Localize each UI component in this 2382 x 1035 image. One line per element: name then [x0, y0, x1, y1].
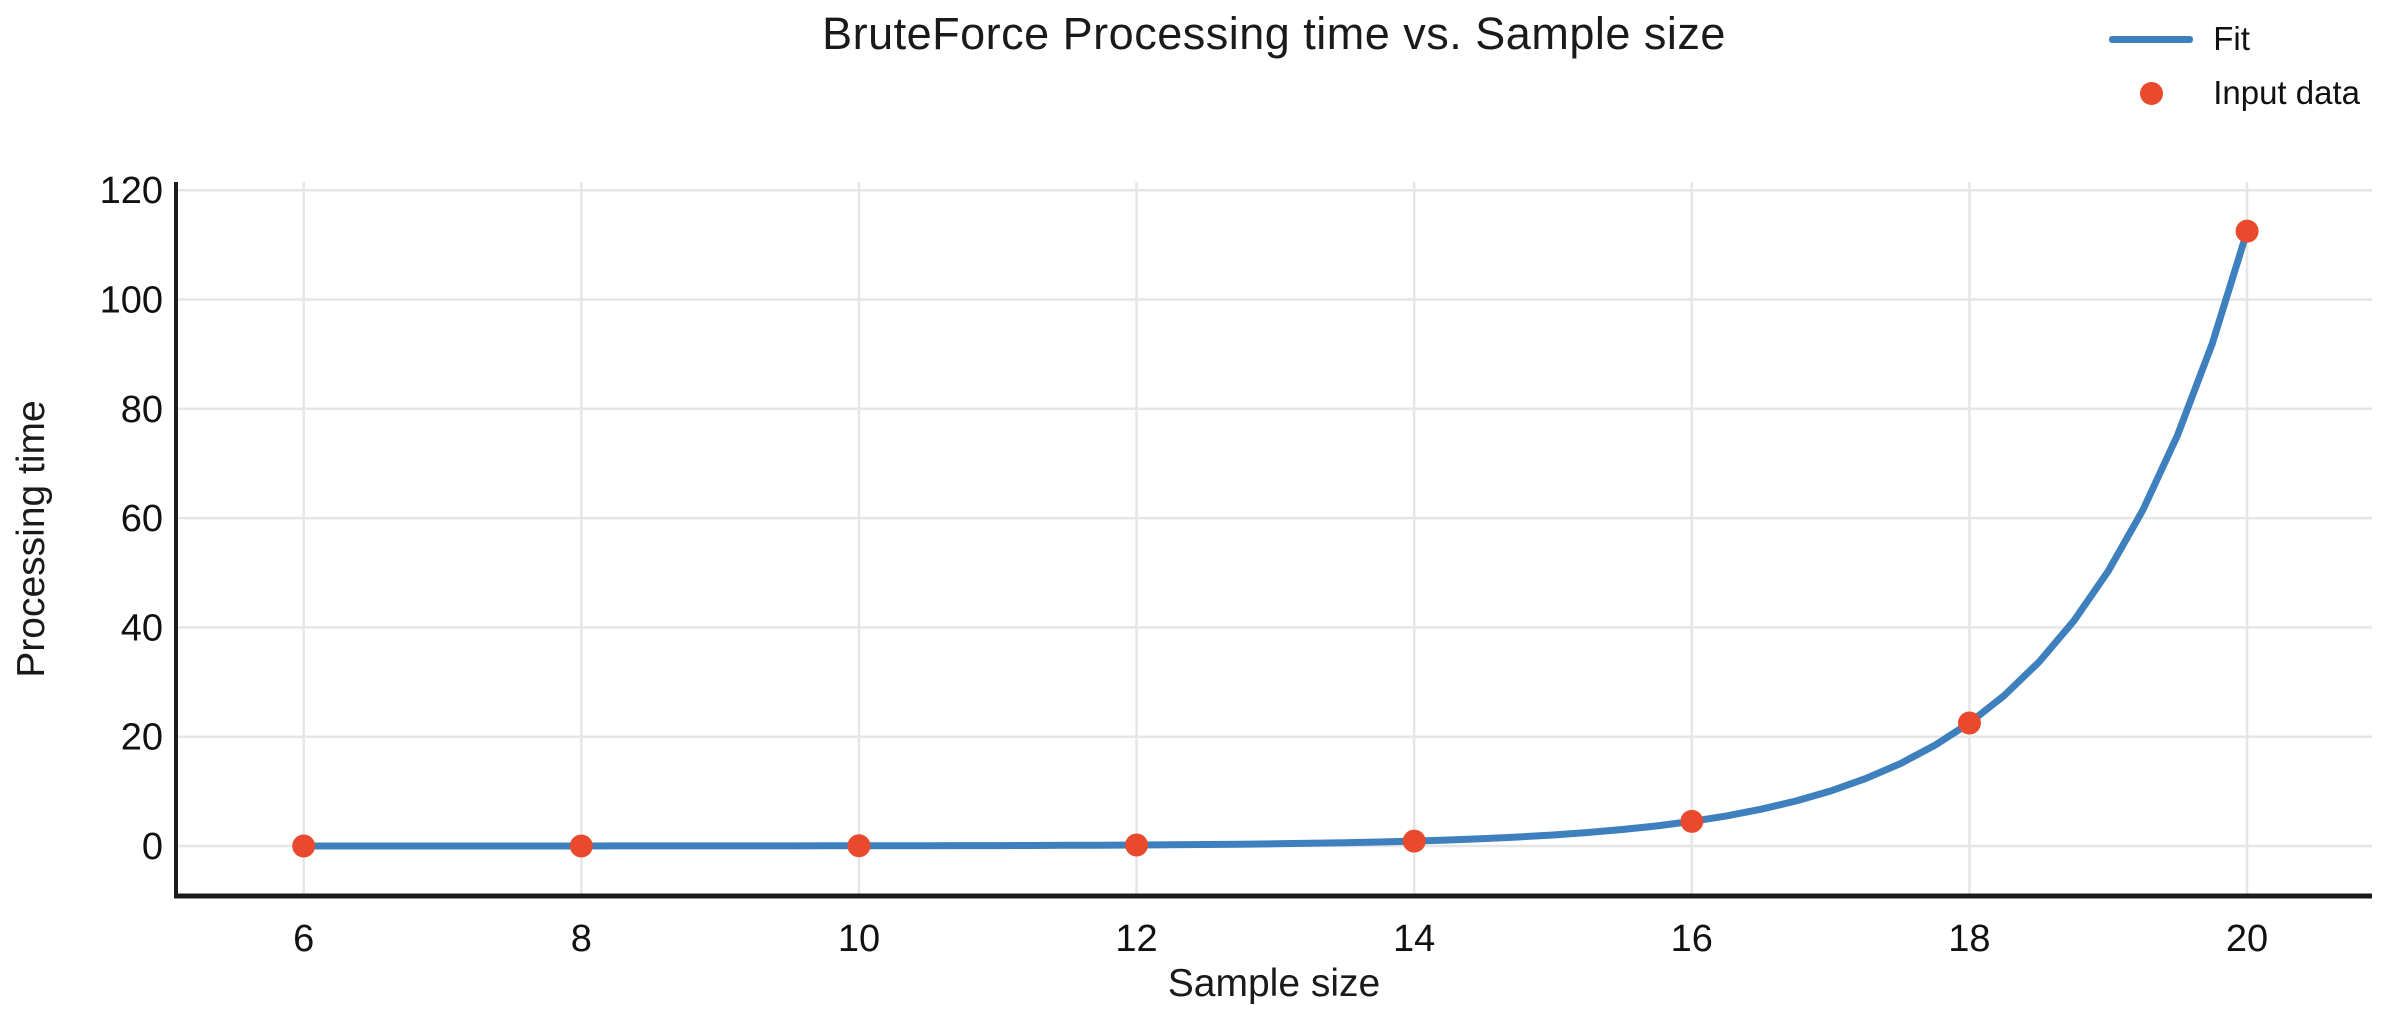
- data-point: [847, 834, 871, 858]
- y-axis-label: Processing time: [10, 400, 53, 678]
- y-tick-label: 0: [142, 826, 163, 868]
- x-tick-label: 18: [1948, 918, 1990, 960]
- x-tick-label: 12: [1115, 918, 1157, 960]
- legend-label-input-data: Input data: [2213, 74, 2360, 111]
- x-tick-label: 14: [1393, 918, 1435, 960]
- x-tick-label: 10: [838, 918, 880, 960]
- legend: Fit Input data: [2109, 16, 2360, 116]
- x-tick-label: 20: [2226, 918, 2268, 960]
- data-point: [2235, 219, 2259, 243]
- data-point: [292, 834, 316, 858]
- legend-label-fit: Fit: [2213, 20, 2250, 57]
- legend-item-input-data: Input data: [2109, 70, 2360, 116]
- x-tick-label: 16: [1671, 918, 1713, 960]
- fit-line-swatch-icon: [2109, 35, 2194, 43]
- x-tick-label: 8: [571, 918, 592, 960]
- x-axis-label: Sample size: [1167, 962, 1381, 1005]
- data-point: [1680, 809, 1704, 833]
- data-point: [569, 834, 593, 858]
- input-data-marker-swatch-icon: [2139, 81, 2163, 105]
- fit-line: [300, 227, 2251, 850]
- y-tick-label: 80: [121, 389, 163, 431]
- chart-title: BruteForce Processing time vs. Sample si…: [822, 8, 1726, 59]
- data-point: [1957, 711, 1981, 735]
- legend-item-fit: Fit: [2109, 16, 2250, 62]
- data-point: [1402, 829, 1426, 853]
- y-tick-label: 40: [121, 607, 163, 649]
- y-tick-label: 20: [121, 717, 163, 759]
- y-tick-label: 60: [121, 498, 163, 540]
- y-tick-label: 100: [100, 279, 163, 321]
- x-tick-label: 6: [293, 918, 314, 960]
- y-tick-label: 120: [100, 170, 163, 212]
- data-point: [1125, 833, 1149, 857]
